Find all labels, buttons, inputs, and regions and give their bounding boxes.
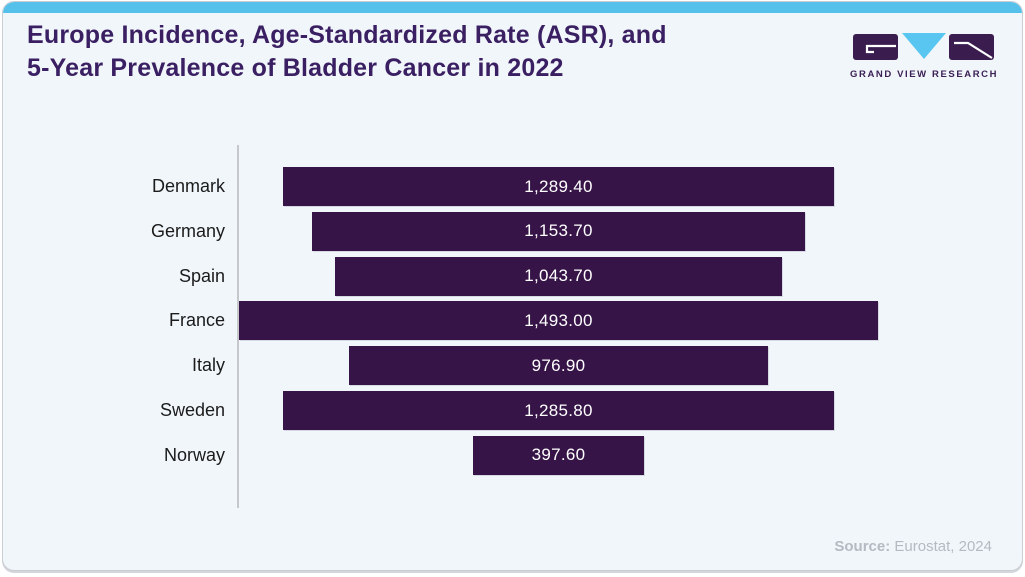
- page-title: Europe Incidence, Age-Standardized Rate …: [27, 19, 787, 85]
- bar-denmark: 1,289.40: [282, 167, 835, 206]
- source-value: Eurostat, 2024: [894, 538, 992, 555]
- bar-sweden: 1,285.80: [283, 391, 834, 431]
- category-label: Germany: [150, 220, 225, 241]
- chart-row: Sweden 1,285.80: [160, 391, 1014, 431]
- chart-row: Spain 1,043.70: [179, 256, 1014, 296]
- category-label: Spain: [178, 265, 225, 286]
- chart-row: France 1,493.00: [169, 301, 1014, 341]
- source-label: Source:: [834, 538, 891, 555]
- bar-france: 1,493.00: [239, 301, 878, 341]
- bar-value-label: 1,043.70: [524, 266, 593, 286]
- bar-value-label: 1,493.00: [524, 310, 593, 330]
- bar-value-label: 976.90: [531, 355, 586, 375]
- chart-row: Denmark 1,289.40: [152, 167, 1014, 206]
- bar-norway: 397.60: [473, 435, 644, 475]
- chart-row: Germany 1,153.70: [151, 211, 1014, 251]
- chart-row: Italy 976.90: [192, 346, 1014, 386]
- bar-germany: 1,153.70: [311, 211, 806, 251]
- accent-top-strip: [3, 2, 1022, 13]
- category-label: Norway: [163, 444, 225, 465]
- title-line-2: 5-Year Prevalence of Bladder Cancer in 2…: [27, 54, 564, 82]
- bar-spain: 1,043.70: [335, 256, 782, 296]
- bar-value-label: 1,153.70: [524, 221, 593, 241]
- bar-value-label: 1,285.80: [524, 400, 593, 420]
- brand-logo: GRAND VIEW RESEARCH: [850, 27, 999, 80]
- category-label: Italy: [191, 355, 225, 376]
- title-line-1: Europe Incidence, Age-Standardized Rate …: [27, 21, 667, 49]
- brand-logo-text: GRAND VIEW RESEARCH: [850, 69, 999, 80]
- bar-chart-plot-area: Denmark 1,289.40 Germany 1,153.70 Spain 1,043…: [151, 145, 1014, 508]
- gvr-logo-icon: [853, 33, 994, 60]
- category-label: Denmark: [151, 176, 225, 196]
- category-label: Sweden: [159, 400, 225, 421]
- chart-row: Norway 397.60: [164, 435, 1014, 475]
- category-label: France: [168, 310, 225, 331]
- bar-value-label: 397.60: [531, 445, 586, 465]
- source-note: Source: Eurostat, 2024: [834, 538, 992, 555]
- bar-value-label: 1,289.40: [524, 176, 593, 196]
- bar-italy: 976.90: [349, 346, 768, 386]
